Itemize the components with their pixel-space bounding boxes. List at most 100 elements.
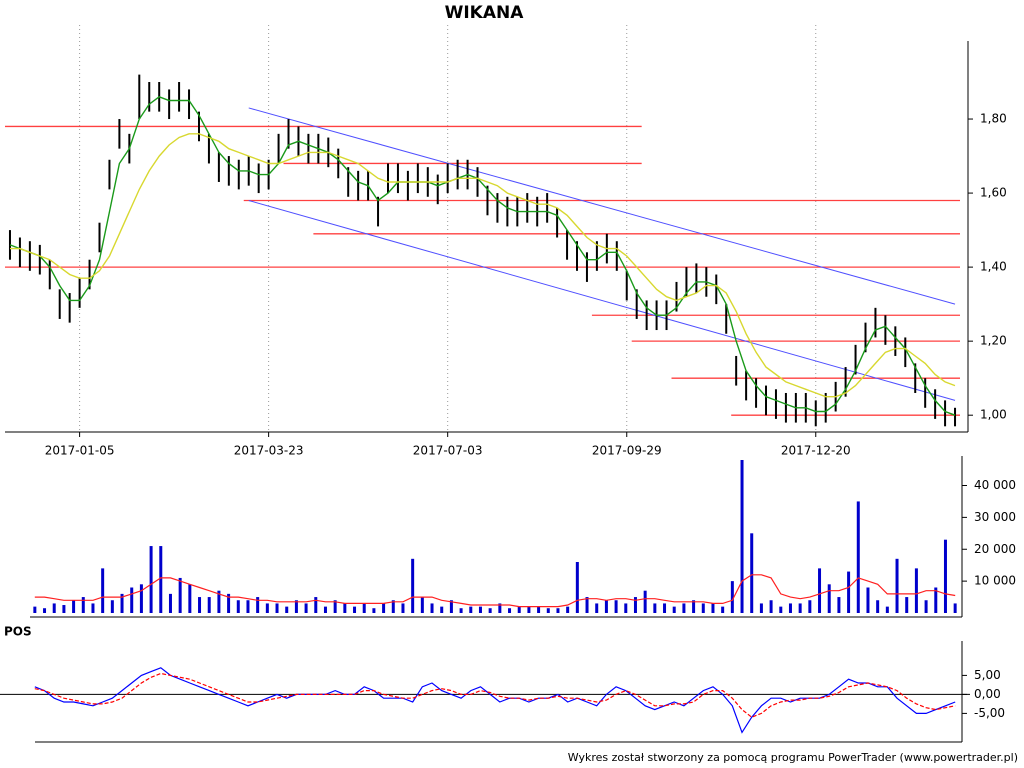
volume-bar <box>750 533 754 613</box>
volume-bar <box>866 587 870 613</box>
volume-bar <box>236 600 240 613</box>
volume-bar <box>517 606 521 613</box>
volume-bar <box>411 558 415 613</box>
volume-bar <box>721 606 725 613</box>
volume-bar <box>488 608 492 613</box>
volume-bar <box>430 603 434 613</box>
y-tick-label: 1,40 <box>980 260 1007 274</box>
volume-bar <box>943 539 947 613</box>
volume-bar <box>294 600 298 613</box>
volume-bar <box>546 608 550 613</box>
volume-bar <box>595 603 599 613</box>
volume-bar <box>847 571 851 613</box>
y-tick-label: 30 000 <box>974 510 1016 524</box>
volume-bar <box>52 603 56 613</box>
volume-bar <box>478 606 482 613</box>
y-tick-label: 20 000 <box>974 542 1016 556</box>
volume-bar <box>537 606 541 613</box>
volume-bar <box>914 568 918 613</box>
volume-bar <box>692 600 696 613</box>
volume-bar <box>566 606 570 613</box>
volume-bar <box>362 603 366 613</box>
chart-title: WIKANA <box>445 3 525 23</box>
oscillator-line <box>34 667 956 734</box>
x-tick-label: 2017-03-23 <box>234 444 304 458</box>
volume-bar <box>643 590 647 613</box>
volume-bar <box>672 606 676 613</box>
y-tick-label: 5,00 <box>974 668 1001 682</box>
x-tick-label: 2017-01-05 <box>45 444 115 458</box>
volume-bar <box>91 603 95 613</box>
volume-bar <box>876 600 880 613</box>
volume-bar <box>575 562 579 613</box>
trend-line <box>248 199 956 401</box>
volume-bar <box>604 600 608 613</box>
volume-bar <box>653 603 657 613</box>
volume-bar <box>101 568 105 613</box>
volume-bar <box>333 600 337 613</box>
moving-average <box>10 133 956 398</box>
volume-bar <box>759 603 763 613</box>
oscillator-line <box>34 672 956 718</box>
volume-bar <box>895 558 899 613</box>
volume-bar <box>198 597 202 613</box>
volume-bar <box>120 593 124 613</box>
volume-bar <box>246 600 250 613</box>
volume-bar <box>769 600 773 613</box>
volume-bar <box>265 603 269 613</box>
volume-bar <box>837 597 841 613</box>
volume-bar <box>81 597 85 613</box>
volume-bar <box>275 603 279 613</box>
volume-bar <box>449 600 453 613</box>
y-tick-label: 1,80 <box>980 112 1007 126</box>
volume-bar <box>779 606 783 613</box>
panel-title: POS <box>4 625 32 639</box>
volume-bar <box>110 600 114 613</box>
volume-bar <box>556 608 560 613</box>
volume-bar <box>614 600 618 613</box>
volume-bar <box>149 546 153 613</box>
volume-bar <box>527 606 531 613</box>
volume-bar <box>323 606 327 613</box>
volume-bar <box>818 568 822 613</box>
volume-bar <box>663 603 667 613</box>
volume-bar <box>43 608 47 613</box>
y-tick-label: 1,20 <box>980 334 1007 348</box>
y-tick-label: 40 000 <box>974 478 1016 492</box>
volume-bar <box>905 597 909 613</box>
x-tick-label: 2017-12-20 <box>781 444 851 458</box>
volume-bar <box>585 597 589 613</box>
volume-bar <box>178 577 182 613</box>
volume-bar <box>217 590 221 613</box>
volume-bar <box>469 606 473 613</box>
footer: Wykres został stworzony za pomocą progra… <box>568 751 1018 764</box>
volume-bar <box>798 603 802 613</box>
x-tick-label: 2017-09-29 <box>592 444 662 458</box>
volume-bar <box>353 606 357 613</box>
volume-bar <box>508 608 512 613</box>
y-tick-label: 1,00 <box>980 408 1007 422</box>
volume-bar <box>285 606 289 613</box>
volume-bar <box>420 597 424 613</box>
volume-bar <box>227 593 231 613</box>
volume-bar <box>391 600 395 613</box>
y-tick-label: 1,60 <box>980 186 1007 200</box>
volume-bar <box>633 597 637 613</box>
volume-bar <box>33 606 37 613</box>
volume-bar <box>934 587 938 613</box>
volume-bar <box>682 603 686 613</box>
volume-bar <box>440 606 444 613</box>
trend-line <box>248 107 956 305</box>
volume-bar <box>498 603 502 613</box>
volume-bar <box>372 608 376 613</box>
moving-average <box>9 96 956 416</box>
y-tick-label: -5,00 <box>974 706 1005 720</box>
volume-bar <box>343 603 347 613</box>
volume-bar <box>62 605 66 613</box>
volume-bar <box>159 546 163 613</box>
volume-bar <box>701 603 705 613</box>
volume-bar <box>953 603 957 613</box>
volume-bar <box>401 603 405 613</box>
volume-average <box>34 574 956 608</box>
